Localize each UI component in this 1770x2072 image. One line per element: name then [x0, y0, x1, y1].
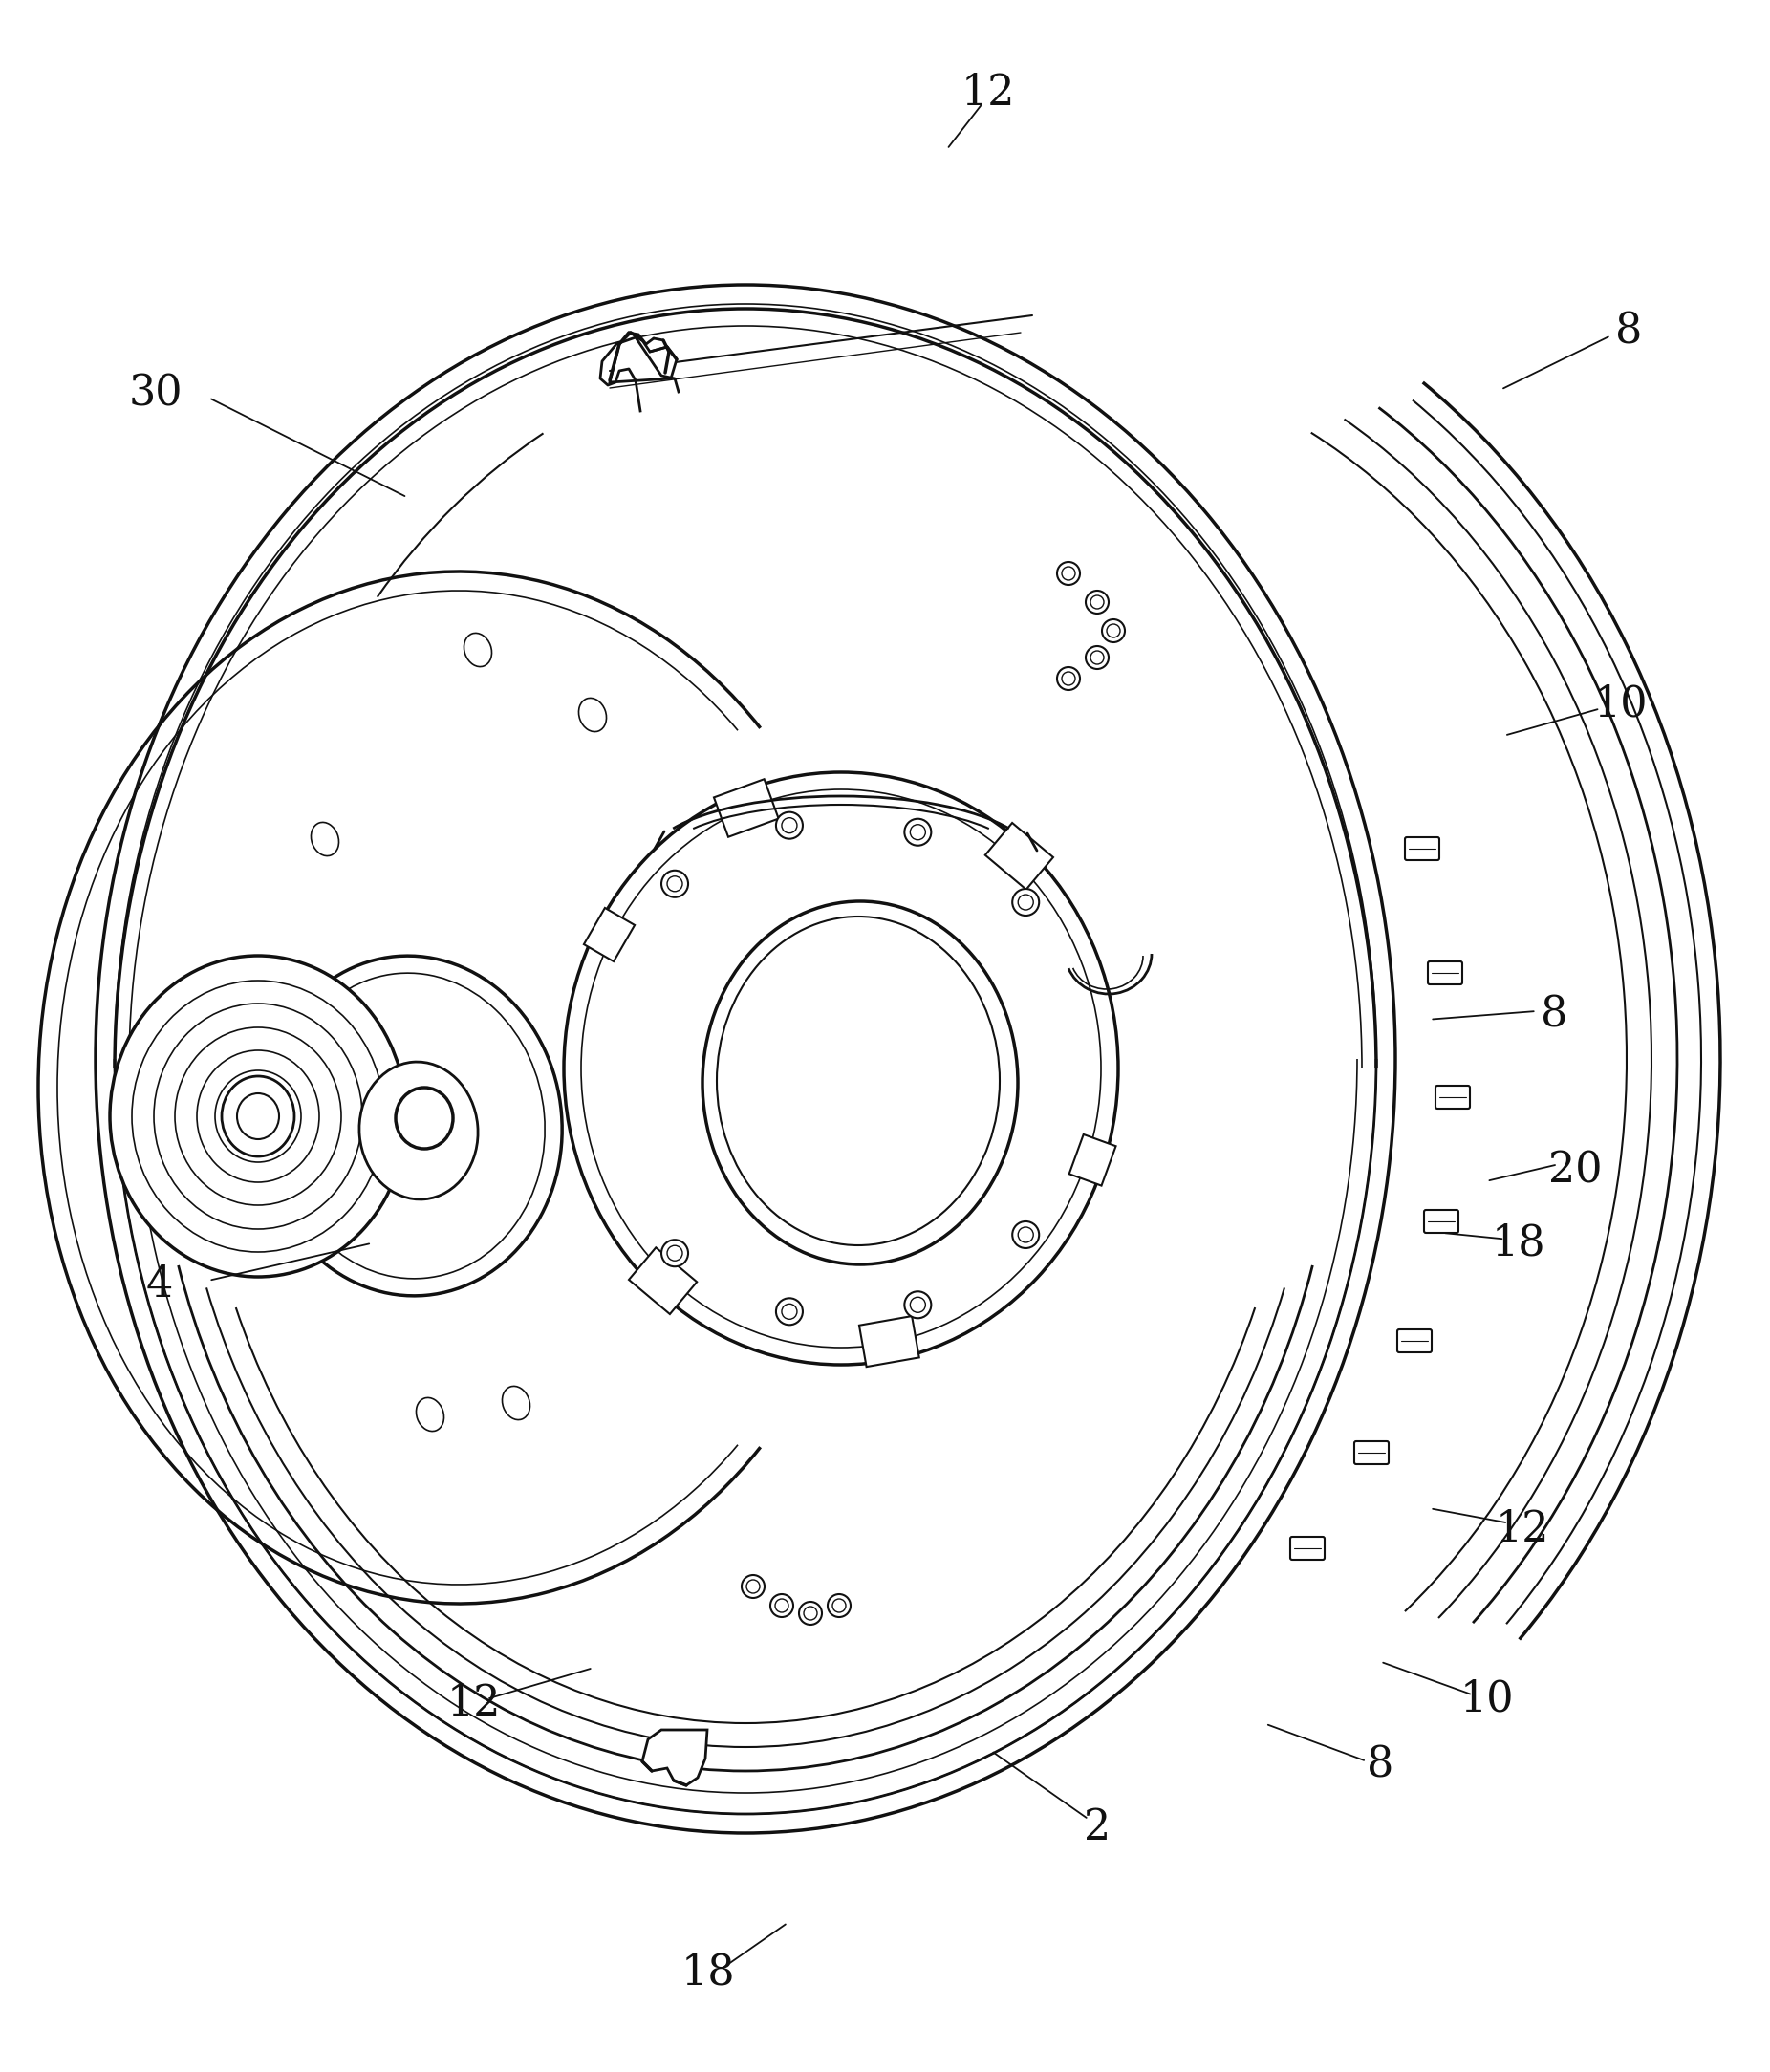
Circle shape: [1018, 895, 1034, 910]
Text: 20: 20: [1549, 1150, 1602, 1191]
Ellipse shape: [396, 1088, 453, 1148]
Circle shape: [662, 870, 689, 897]
Circle shape: [747, 1579, 759, 1593]
FancyBboxPatch shape: [1428, 961, 1462, 984]
FancyBboxPatch shape: [1405, 837, 1439, 860]
Text: 18: 18: [1492, 1222, 1545, 1264]
Circle shape: [1062, 671, 1074, 686]
Polygon shape: [584, 908, 635, 961]
FancyBboxPatch shape: [1397, 1330, 1432, 1353]
Circle shape: [798, 1602, 821, 1624]
Text: 2: 2: [1083, 1807, 1112, 1848]
Ellipse shape: [359, 1061, 478, 1200]
Circle shape: [1085, 591, 1108, 613]
Circle shape: [1106, 624, 1120, 638]
Text: 30: 30: [129, 373, 182, 414]
Circle shape: [1012, 889, 1039, 916]
Ellipse shape: [703, 901, 1018, 1264]
Circle shape: [775, 1600, 788, 1612]
Polygon shape: [609, 334, 676, 383]
Circle shape: [910, 825, 926, 839]
Circle shape: [904, 818, 931, 845]
Ellipse shape: [237, 1094, 280, 1140]
Polygon shape: [628, 1247, 697, 1314]
Circle shape: [742, 1575, 765, 1598]
Circle shape: [832, 1600, 846, 1612]
Circle shape: [782, 1303, 797, 1320]
Text: 10: 10: [1595, 684, 1648, 725]
Polygon shape: [986, 823, 1053, 889]
Circle shape: [1012, 1220, 1039, 1247]
Text: 12: 12: [961, 73, 1014, 114]
Ellipse shape: [260, 955, 563, 1295]
Ellipse shape: [276, 974, 545, 1278]
Ellipse shape: [581, 789, 1101, 1347]
Ellipse shape: [221, 1075, 294, 1156]
Circle shape: [782, 818, 797, 833]
Ellipse shape: [96, 284, 1395, 1834]
Text: 4: 4: [145, 1264, 173, 1305]
FancyBboxPatch shape: [1435, 1086, 1469, 1109]
Text: 8: 8: [1366, 1745, 1395, 1786]
Text: 10: 10: [1460, 1678, 1513, 1720]
Text: 8: 8: [1540, 995, 1568, 1036]
Circle shape: [667, 876, 683, 891]
Polygon shape: [1069, 1133, 1115, 1185]
FancyBboxPatch shape: [1354, 1442, 1389, 1465]
Text: 12: 12: [1496, 1508, 1549, 1550]
Text: 12: 12: [448, 1682, 501, 1724]
Circle shape: [828, 1593, 851, 1616]
Ellipse shape: [115, 305, 1377, 1813]
Ellipse shape: [565, 773, 1119, 1365]
Circle shape: [775, 812, 804, 839]
Circle shape: [904, 1291, 931, 1318]
Circle shape: [1103, 620, 1126, 642]
Circle shape: [770, 1593, 793, 1616]
Ellipse shape: [717, 916, 1000, 1245]
Circle shape: [1057, 667, 1080, 690]
Circle shape: [1018, 1227, 1034, 1243]
Text: 18: 18: [681, 1952, 735, 1993]
Text: 8: 8: [1614, 311, 1643, 352]
Circle shape: [910, 1297, 926, 1312]
Circle shape: [662, 1239, 689, 1266]
Circle shape: [1085, 646, 1108, 669]
FancyBboxPatch shape: [1425, 1210, 1458, 1233]
Polygon shape: [713, 779, 779, 837]
Circle shape: [1090, 595, 1104, 609]
Circle shape: [1062, 568, 1074, 580]
Circle shape: [775, 1299, 804, 1324]
Ellipse shape: [110, 955, 405, 1276]
Circle shape: [1090, 651, 1104, 665]
Polygon shape: [643, 1730, 708, 1786]
Polygon shape: [858, 1316, 919, 1368]
Circle shape: [1057, 562, 1080, 584]
Circle shape: [804, 1606, 818, 1620]
Circle shape: [667, 1245, 683, 1260]
FancyBboxPatch shape: [1290, 1537, 1324, 1560]
